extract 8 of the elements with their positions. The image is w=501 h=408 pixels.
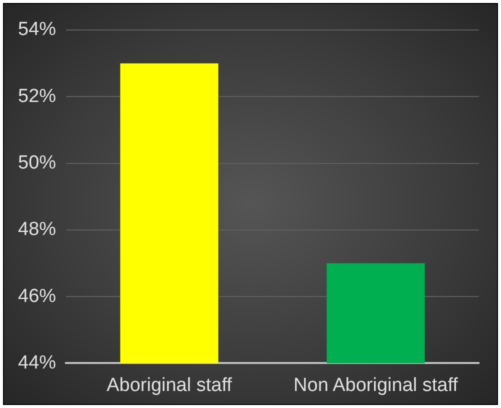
y-tick-label: 54% — [18, 19, 56, 40]
x-tick-label: Non Aboriginal staff — [294, 374, 459, 396]
y-tick-label: 52% — [18, 86, 56, 107]
y-tick-label: 50% — [18, 152, 56, 174]
y-tick-label: 48% — [18, 219, 56, 240]
x-tick-label: Aboriginal staff — [106, 374, 233, 396]
y-tick-label: 46% — [18, 286, 56, 307]
y-tick-label: 44% — [18, 352, 56, 374]
